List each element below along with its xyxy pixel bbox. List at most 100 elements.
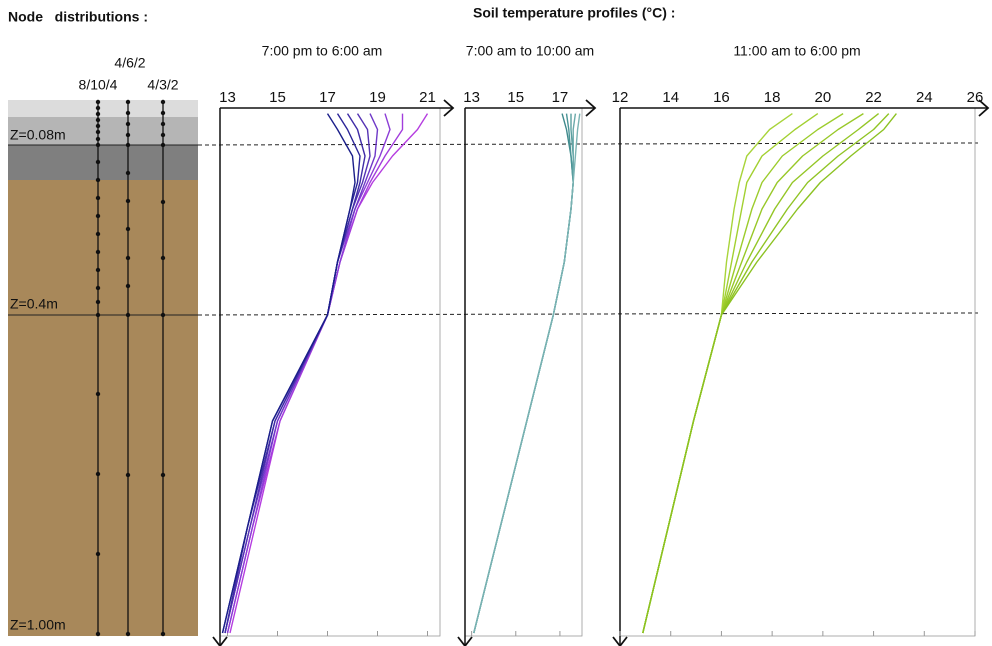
node: [125, 99, 131, 105]
x-tick-label: 24: [916, 89, 933, 106]
node: [125, 110, 131, 116]
x-tick-label: 22: [865, 89, 882, 106]
profile-line: [221, 113, 356, 634]
node: [160, 132, 166, 138]
node: [160, 255, 166, 261]
x-tick-label: 15: [507, 89, 524, 106]
profile-line: [224, 113, 366, 634]
panel-title: 7:00 pm to 6:00 am: [262, 43, 383, 59]
column-label: 4/3/2: [147, 77, 178, 93]
node: [125, 198, 131, 204]
depth-label: Z=0.08m: [10, 127, 66, 143]
x-tick-label: 13: [463, 89, 480, 106]
profile-line: [642, 113, 864, 634]
node: [95, 111, 101, 117]
dashed-line: [197, 312, 979, 316]
layer: [8, 180, 198, 636]
panel-title: 7:00 am to 10:00 am: [466, 43, 594, 59]
node: [160, 110, 166, 116]
x-tick-label: 17: [319, 89, 336, 106]
node: [95, 105, 101, 111]
profile-line: [642, 113, 890, 634]
node: [95, 471, 101, 477]
node: [95, 312, 101, 318]
x-axis-arrow: [443, 99, 455, 117]
node: [125, 226, 131, 232]
x-axis-arrow: [585, 99, 597, 117]
layer: [8, 100, 198, 117]
panel-title: 11:00 am to 6:00 pm: [733, 43, 860, 59]
depth-label: Z=1.00m: [10, 617, 66, 633]
profiles-title: Soil temperature profiles (°C) :: [473, 5, 675, 21]
x-tick-label: 21: [419, 89, 436, 106]
plot-frame: [464, 107, 583, 637]
depth-label: Z=0.4m: [10, 296, 58, 312]
node: [160, 472, 166, 478]
node: [95, 213, 101, 219]
node: [160, 199, 166, 205]
node: [95, 299, 101, 305]
profile-line: [226, 113, 404, 634]
x-tick-label: 12: [612, 89, 629, 106]
node: [95, 267, 101, 273]
node: [95, 631, 101, 637]
node: [160, 631, 166, 637]
profile-line: [473, 113, 574, 634]
node: [95, 117, 101, 123]
profile-line: [642, 113, 880, 634]
node: [160, 121, 166, 127]
profile-line: [226, 113, 391, 634]
x-tick-label: 17: [552, 89, 569, 106]
y-axis-arrow: [457, 636, 473, 646]
node: [95, 177, 101, 183]
x-tick-label: 26: [967, 89, 984, 106]
y-axis-arrow: [612, 636, 628, 646]
node: [160, 142, 166, 148]
x-tick-label: 14: [662, 89, 679, 106]
column-label: 8/10/4: [79, 77, 118, 93]
profile-line: [473, 113, 577, 634]
node: [125, 312, 131, 318]
column-label: 4/6/2: [114, 55, 145, 71]
node: [95, 123, 101, 129]
profile-line: [229, 113, 429, 634]
node: [95, 159, 101, 165]
x-tick-label: 15: [269, 89, 286, 106]
node: [125, 283, 131, 289]
node: [95, 285, 101, 291]
node: [125, 142, 131, 148]
x-tick-label: 20: [815, 89, 832, 106]
layer: [8, 145, 198, 180]
node: [125, 170, 131, 176]
layer: [8, 117, 198, 145]
node: [95, 231, 101, 237]
dashed-line: [197, 142, 979, 146]
node: [160, 312, 166, 318]
y-axis-arrow: [212, 636, 228, 646]
profile-line: [642, 113, 819, 634]
node: [125, 472, 131, 478]
profile-line: [473, 113, 581, 634]
plot-frame: [619, 107, 976, 637]
profile-line: [473, 113, 574, 634]
x-tick-label: 19: [369, 89, 386, 106]
x-tick-label: 18: [764, 89, 781, 106]
profile-line: [224, 113, 379, 634]
node: [95, 391, 101, 397]
soil-column: [8, 100, 198, 636]
node: [95, 249, 101, 255]
node: [95, 142, 101, 148]
plot-frame: [219, 107, 441, 637]
node: [125, 132, 131, 138]
node: [95, 99, 101, 105]
x-tick-label: 16: [713, 89, 730, 106]
node: [125, 255, 131, 261]
node: [125, 121, 131, 127]
node: [95, 195, 101, 201]
node: [95, 136, 101, 142]
node-title: Node distributions :: [8, 9, 148, 25]
x-tick-label: 13: [219, 89, 236, 106]
profile-line: [642, 113, 793, 634]
profile-line: [642, 113, 897, 634]
